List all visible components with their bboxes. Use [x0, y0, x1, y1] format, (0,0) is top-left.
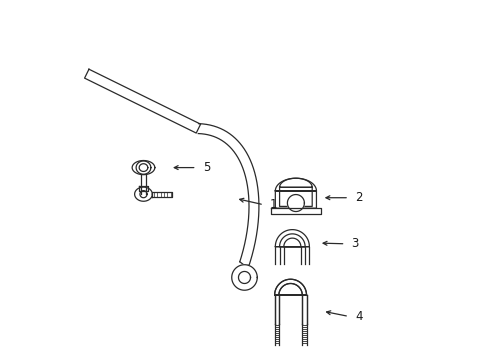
- Text: 2: 2: [354, 191, 362, 204]
- Polygon shape: [132, 161, 155, 175]
- Text: 1: 1: [269, 198, 277, 211]
- Polygon shape: [84, 69, 200, 133]
- Polygon shape: [196, 123, 200, 134]
- Polygon shape: [275, 178, 316, 208]
- Polygon shape: [134, 187, 152, 201]
- Polygon shape: [198, 123, 259, 265]
- Polygon shape: [274, 279, 306, 324]
- Polygon shape: [138, 186, 148, 191]
- Text: 5: 5: [202, 161, 210, 174]
- Text: 4: 4: [354, 310, 362, 323]
- Polygon shape: [141, 175, 145, 194]
- Polygon shape: [231, 265, 257, 290]
- Polygon shape: [287, 194, 304, 212]
- Polygon shape: [152, 192, 171, 197]
- Polygon shape: [275, 230, 309, 264]
- Polygon shape: [270, 208, 320, 214]
- Text: 3: 3: [351, 237, 358, 250]
